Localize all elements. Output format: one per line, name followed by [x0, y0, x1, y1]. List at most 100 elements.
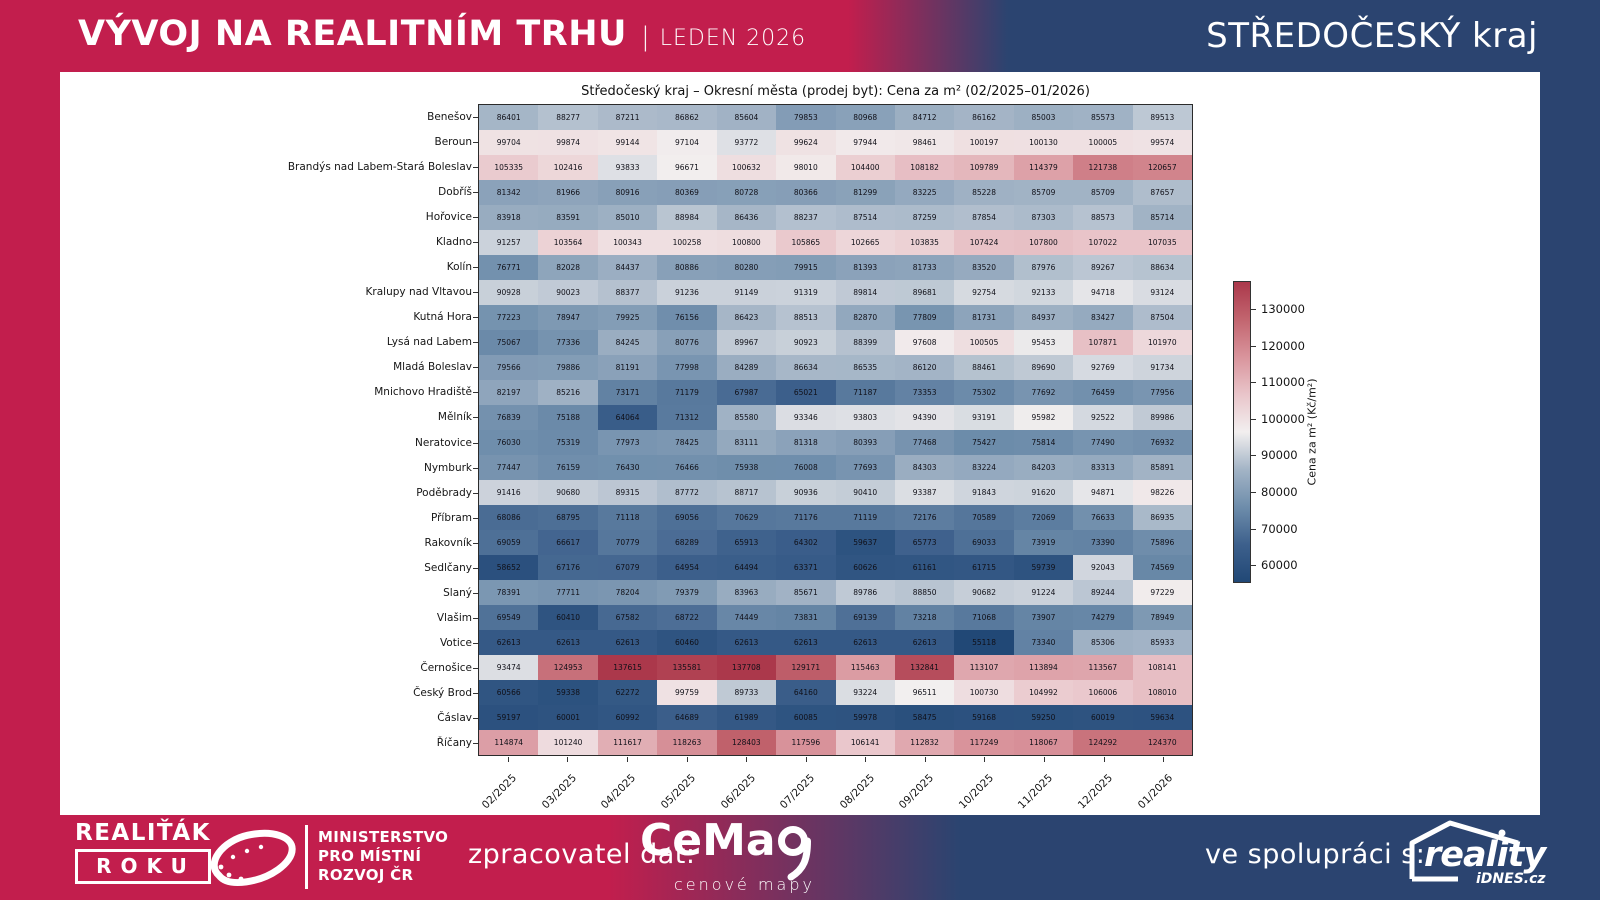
heatmap-cell: 60566 — [479, 680, 539, 705]
heatmap-cell: 75319 — [538, 430, 598, 455]
y-tick — [473, 467, 478, 469]
heatmap-cell: 108141 — [1132, 655, 1192, 680]
heatmap-cell: 86120 — [894, 355, 955, 380]
realitak-logo-line1: REALIŤÁK — [75, 820, 211, 846]
heatmap-cell: 92754 — [954, 280, 1014, 305]
row-label: Černošice — [420, 662, 472, 675]
heatmap-cell: 91257 — [479, 230, 539, 255]
heatmap-cell: 59338 — [538, 680, 598, 705]
heatmap-cell: 79853 — [776, 105, 836, 130]
y-axis-labels: Benešov Beroun Brandýs nad Labem-Stará Bol… — [60, 104, 472, 756]
y-tick — [473, 417, 478, 419]
heatmap-cell: 80393 — [835, 430, 895, 455]
heatmap-cell: 87772 — [657, 480, 717, 505]
heatmap-cell: 88984 — [657, 205, 717, 230]
heatmap-cell: 67079 — [597, 555, 658, 580]
heatmap-cell: 91843 — [954, 480, 1014, 505]
heatmap-cell: 124370 — [1132, 730, 1192, 755]
colorbar-tick — [1251, 565, 1256, 567]
heatmap-cell: 90410 — [835, 480, 895, 505]
heatmap-cell: 62613 — [716, 630, 777, 655]
heatmap-cell: 64302 — [776, 530, 836, 555]
chart-title: Středočeský kraj – Okresní města (prodej… — [581, 84, 1090, 99]
heatmap-cell: 83427 — [1073, 305, 1133, 330]
heatmap-cell: 93772 — [716, 130, 777, 155]
heatmap-cell: 77711 — [538, 580, 598, 605]
heatmap-cell: 103564 — [538, 230, 598, 255]
heatmap-cell: 83591 — [538, 205, 598, 230]
heatmap-cell: 85604 — [716, 105, 777, 130]
y-tick — [473, 367, 478, 369]
x-tick — [1163, 757, 1165, 762]
heatmap-cell: 92522 — [1073, 405, 1133, 430]
row-label: Vlašim — [436, 612, 472, 625]
heatmap-cell: 61989 — [716, 705, 777, 730]
heatmap-cell: 99874 — [538, 130, 598, 155]
heatmap-cell: 84289 — [716, 355, 777, 380]
colorbar-tick-label: 90000 — [1261, 448, 1298, 463]
heatmap-cell: 108182 — [894, 155, 955, 180]
heatmap-cell: 62613 — [835, 630, 895, 655]
x-tick — [984, 757, 986, 762]
heatmap-cell: 58652 — [479, 555, 539, 580]
heatmap-cell: 64954 — [657, 555, 717, 580]
heatmap-cell: 77692 — [1013, 380, 1074, 405]
heatmap-cell: 85891 — [1132, 455, 1192, 480]
y-tick — [473, 743, 478, 745]
x-tick-label: 07/2025 — [777, 772, 818, 812]
heatmap-cell: 90936 — [776, 480, 836, 505]
heatmap-cell: 81191 — [597, 355, 658, 380]
heatmap-cell: 89315 — [597, 480, 658, 505]
row-label: Nymburk — [423, 461, 472, 474]
heatmap-cell: 75814 — [1013, 430, 1074, 455]
y-tick — [473, 392, 478, 394]
heatmap-cell: 85216 — [538, 380, 598, 405]
heatmap-cell: 98461 — [894, 130, 955, 155]
heatmap-cell: 64689 — [657, 705, 717, 730]
heatmap-cell: 84937 — [1013, 305, 1074, 330]
heatmap-cell: 85573 — [1073, 105, 1133, 130]
footer: REALIŤÁK ROKU MINISTERSTVO PRO MÍSTNÍ RO… — [0, 815, 1600, 900]
heatmap-cell: 68722 — [657, 605, 717, 630]
heatmap-cell: 86535 — [835, 355, 895, 380]
heatmap-cell: 78947 — [538, 305, 598, 330]
heatmap-cell: 71119 — [835, 505, 895, 530]
heatmap-cell: 59978 — [835, 705, 895, 730]
heatmap-cell: 77693 — [835, 455, 895, 480]
heatmap-cell: 89814 — [835, 280, 895, 305]
heatmap-cell: 68086 — [479, 505, 539, 530]
y-tick — [473, 216, 478, 218]
heatmap-cell: 71312 — [657, 405, 717, 430]
colorbar-tick — [1251, 528, 1256, 530]
heatmap-cell: 58475 — [894, 705, 955, 730]
x-tick-label: 06/2025 — [718, 772, 758, 812]
x-tick-label: 01/2026 — [1135, 772, 1175, 812]
heatmap-cell: 129171 — [776, 655, 836, 680]
heatmap-cell: 84303 — [894, 455, 955, 480]
heatmap-cell: 91224 — [1013, 580, 1074, 605]
heatmap-cell: 64064 — [597, 405, 658, 430]
heatmap-cell: 80728 — [716, 180, 777, 205]
row-label: Čáslav — [437, 712, 472, 725]
heatmap-cell: 80366 — [776, 180, 836, 205]
heatmap-cell: 60019 — [1073, 705, 1133, 730]
colorbar-tick-label: 80000 — [1261, 485, 1298, 500]
heatmap-cell: 83225 — [894, 180, 955, 205]
heatmap-cell: 100130 — [1013, 130, 1074, 155]
heatmap-cell: 73390 — [1073, 530, 1133, 555]
x-tick-label: 10/2025 — [956, 772, 996, 812]
y-tick — [473, 442, 478, 444]
heatmap-cell: 100005 — [1073, 130, 1133, 155]
row-label: Poděbrady — [416, 486, 472, 499]
x-tick — [567, 757, 569, 762]
heatmap-cell: 85003 — [1013, 105, 1074, 130]
heatmap-cell: 66617 — [538, 530, 598, 555]
y-tick — [473, 116, 478, 118]
heatmap-cell: 84245 — [597, 330, 658, 355]
heatmap-cell: 92133 — [1013, 280, 1074, 305]
heatmap-cell: 87657 — [1132, 180, 1192, 205]
heatmap-cell: 76771 — [479, 255, 539, 280]
row-label: Rakovník — [424, 536, 473, 549]
row-label: Hořovice — [425, 210, 472, 223]
heatmap-cell: 76633 — [1073, 505, 1133, 530]
